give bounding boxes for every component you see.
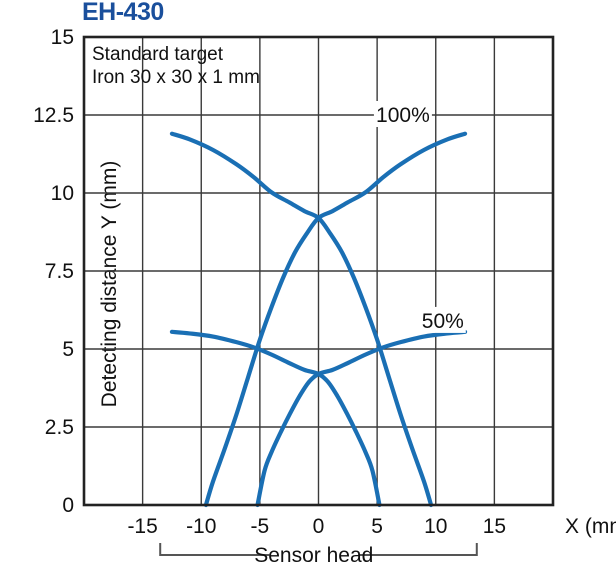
y-tick-label: 12.5: [33, 104, 74, 127]
x-tick-label: 15: [483, 515, 506, 538]
bracket-label: Sensor head: [254, 544, 373, 567]
label-background: [373, 101, 432, 127]
y-tick-label: 7.5: [45, 260, 74, 283]
sensor-head-bracket: Sensor head: [159, 543, 478, 567]
curve-layer: [169, 131, 468, 508]
x-tick-label: -5: [251, 515, 270, 538]
plot-border: [82, 35, 555, 507]
y-tick-label: 10: [51, 182, 74, 205]
bracket-left: [159, 543, 270, 556]
series-label: 100%: [376, 104, 430, 127]
x-tick-label: 0: [313, 515, 325, 538]
x-axis-title: X (mm): [565, 515, 616, 538]
chart-note: Iron 30 x 30 x 1 mm: [92, 67, 260, 88]
series-label: 50%: [422, 310, 464, 333]
series-curve: [169, 131, 434, 508]
y-tick-label: 2.5: [45, 416, 74, 439]
x-tick-label: 10: [424, 515, 447, 538]
x-tick-label: -15: [127, 515, 157, 538]
series-curve: [169, 329, 382, 508]
series-curve: [203, 131, 468, 508]
label-background: [419, 306, 466, 333]
y-tick-label: 15: [51, 26, 74, 49]
x-tick-label: 5: [371, 515, 383, 538]
page-title: EH-430: [82, 0, 164, 26]
chart-note: Standard target: [92, 44, 224, 65]
y-tick-label: 5: [62, 338, 74, 361]
x-tick-label: -10: [186, 515, 216, 538]
grid-layer: [84, 36, 553, 506]
plot-frame: [82, 35, 555, 507]
bracket-right: [358, 543, 478, 556]
y-tick-label: 0: [62, 494, 74, 517]
tick-label-layer: -15 -10 -5 0 5 10 15 0 2.5 5 7.5 10 12.5 15 X (mm): [33, 26, 616, 538]
series-curve: [255, 329, 468, 508]
